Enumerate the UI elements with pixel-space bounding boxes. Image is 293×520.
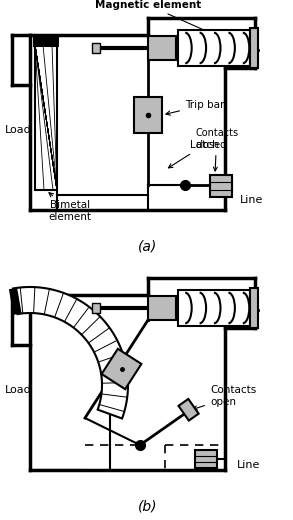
Bar [92,43,100,53]
Text: Load: Load [5,125,32,135]
Bar [195,450,217,468]
Bar [178,399,199,421]
Bar [92,303,100,313]
Bar [250,288,258,328]
Bar [35,45,57,190]
Text: Line: Line [237,460,260,470]
Bar [33,37,59,47]
Bar [178,290,250,326]
Text: Trip bar: Trip bar [166,100,224,115]
Bar [102,349,142,389]
Text: Bimetal
element: Bimetal element [49,193,91,222]
Polygon shape [13,287,128,419]
Text: Magnetic element: Magnetic element [95,0,211,34]
Text: Load: Load [5,385,32,395]
Text: Line: Line [240,195,263,205]
Text: (a): (a) [138,239,158,253]
Bar [210,175,232,197]
Text: Contacts
closed: Contacts closed [195,128,238,171]
Bar [148,36,176,60]
Bar [250,28,258,68]
Bar [148,296,176,320]
Bar [178,30,250,66]
Bar [134,97,162,133]
Text: Latch: Latch [168,140,219,168]
Text: (b): (b) [138,499,158,513]
Text: Contacts
open: Contacts open [193,385,256,410]
